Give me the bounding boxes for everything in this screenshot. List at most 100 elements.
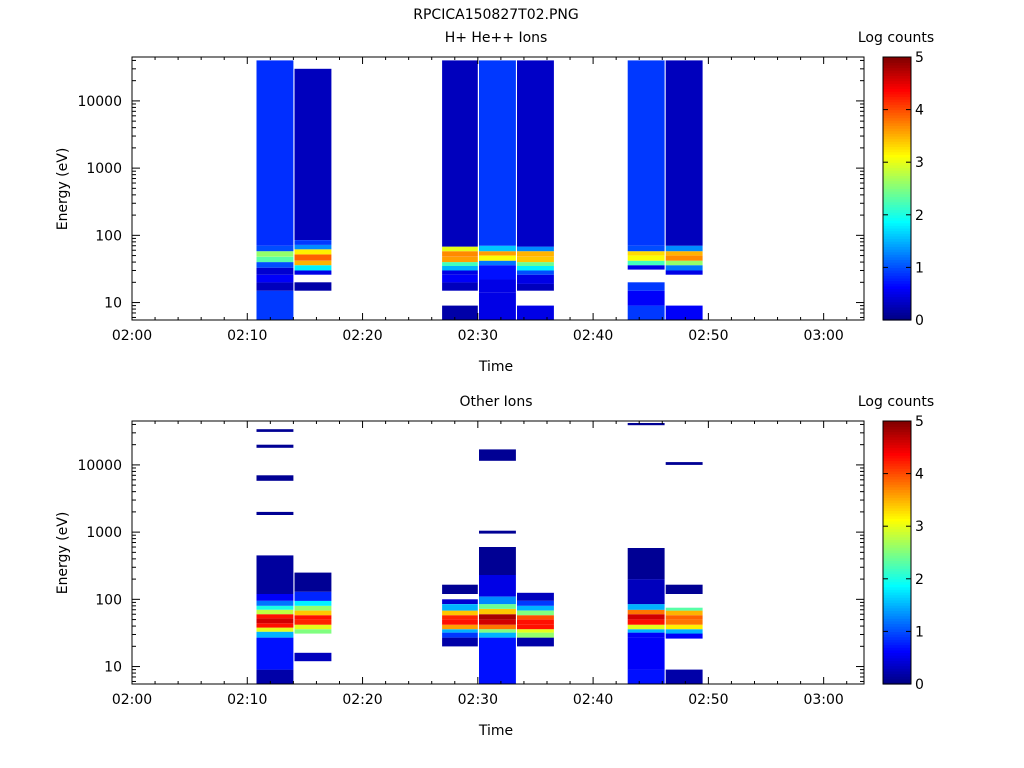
spectrogram-cell (256, 267, 294, 275)
spectrogram-cell (665, 60, 703, 246)
spectrogram-cell (517, 274, 554, 284)
spectrogram-cell (256, 600, 294, 606)
colorbar-segment (883, 620, 911, 625)
colorbar-segment (883, 70, 911, 74)
colorbar-segment (883, 125, 911, 129)
colorbar-segment (883, 578, 911, 583)
y-tick-label: 10 (104, 296, 122, 312)
spectrogram-cell (627, 632, 665, 638)
panel-h-he-ions: H+ He++ Ions Log counts Time Energy (eV)… (55, 30, 934, 375)
colorbar-segment (883, 135, 911, 140)
spectrogram-cell (256, 511, 294, 515)
colorbar-segment (883, 99, 911, 103)
colorbar-segment (883, 217, 911, 221)
colorbar-segment (883, 520, 911, 525)
spectrogram-cell (627, 423, 665, 426)
x-tick-label: 02:10 (227, 328, 267, 344)
spectrogram-cell (517, 624, 554, 630)
spectrogram-cell (517, 262, 554, 266)
colorbar-segment (883, 678, 911, 682)
colorbar-segment (883, 549, 911, 554)
colorbar-segment (883, 201, 911, 205)
colorbar-segment (883, 486, 911, 490)
spectrogram-cell (627, 60, 665, 246)
colorbar-segment (883, 317, 911, 321)
colorbar-segment (883, 449, 911, 454)
colorbar-segment (883, 141, 911, 145)
spectrogram-cell (665, 270, 703, 275)
colorbar-segment (883, 191, 911, 195)
spectrogram-cell (479, 292, 516, 320)
colorbar-segment (883, 610, 911, 614)
spectrogram-cell (627, 548, 665, 580)
colorbar-segment (883, 605, 911, 609)
colorbar-segment (883, 581, 911, 585)
colorbar-segment (883, 159, 911, 163)
spectrogram-cell (256, 614, 294, 619)
colorbar-segment (883, 222, 911, 226)
spectrogram-cell (517, 619, 554, 625)
colorbar-segment (883, 455, 911, 459)
colorbar-segment (883, 57, 911, 61)
spectrogram-cell (665, 607, 703, 611)
colorbar-segment (883, 681, 911, 685)
colorbar-segment (883, 128, 911, 132)
colorbar-segment (883, 457, 911, 462)
colorbar-segment (883, 293, 911, 297)
colorbar-label: Log counts (858, 394, 934, 410)
spectrogram-cell (479, 632, 516, 638)
colorbar-segment (883, 312, 911, 316)
x-axis-label: Time (478, 723, 513, 739)
spectrogram-cell (294, 624, 332, 630)
colorbar-segment (883, 565, 911, 569)
colorbar-segment (883, 594, 911, 598)
spectrogram-cell (627, 265, 665, 270)
spectrogram-cell (256, 282, 294, 291)
y-tick-label: 10000 (77, 458, 122, 474)
spectrogram-cell (627, 260, 665, 266)
spectrogram-cell (665, 305, 703, 320)
spectrogram-cell (294, 652, 332, 662)
spectrogram-cell (627, 579, 665, 605)
colorbar-segment (883, 291, 911, 295)
colorbar-segment (883, 591, 911, 596)
plot-axes: 02:00 02:10 02:20 02:30 02:40 02:50 03:00 10 100… (77, 420, 865, 708)
colorbar-segment (883, 301, 911, 305)
spectrogram-cell (665, 462, 703, 465)
colorbar-segment (883, 225, 911, 229)
spectrogram-cells (256, 423, 703, 684)
colorbar-segment (883, 649, 911, 654)
y-tick-label: 10 (104, 660, 122, 676)
colorbar-segment (883, 164, 911, 169)
spectrogram-cell (479, 547, 516, 575)
spectrogram-cell (665, 245, 703, 252)
spectrogram-cell (627, 614, 665, 620)
spectrogram-cell (294, 68, 332, 240)
spectrogram-cell (627, 251, 665, 256)
spectrogram-cell (665, 633, 703, 639)
spectrogram-cell (479, 604, 516, 609)
x-tick-label: 02:00 (112, 692, 152, 708)
spectrogram-cell (479, 575, 516, 597)
colorbar-label: Log counts (858, 30, 934, 46)
colorbar-segment (883, 568, 911, 572)
spectrogram-cell (665, 624, 703, 630)
colorbar-segment (883, 256, 911, 261)
x-tick-label: 02:30 (458, 328, 498, 344)
colorbar-segment (883, 465, 911, 469)
colorbar-segment (883, 478, 911, 483)
x-tick-label: 02:20 (342, 692, 382, 708)
spectrogram-cell (665, 615, 703, 620)
colorbar-segment (883, 230, 911, 234)
colorbar-segment (883, 78, 911, 82)
spectrogram-cell (442, 637, 478, 647)
spectrogram-cell (442, 246, 478, 252)
spectrogram-cell (517, 600, 554, 606)
colorbar-segment (883, 434, 911, 438)
colorbar-segment (883, 172, 911, 176)
colorbar-segment (883, 277, 911, 282)
spectrogram-cell (256, 256, 294, 263)
spectrogram-cell (256, 60, 294, 246)
x-tick-label: 02:10 (227, 692, 267, 708)
